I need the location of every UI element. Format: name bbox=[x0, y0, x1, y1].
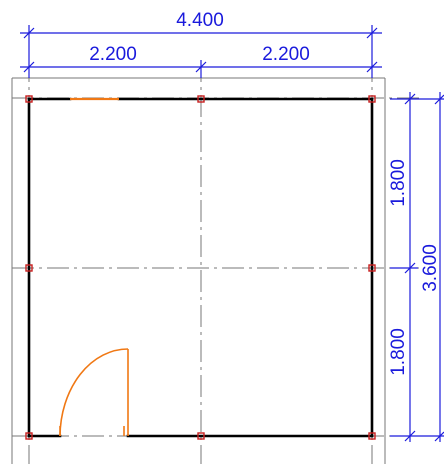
dimension-tick bbox=[366, 61, 378, 73]
dimension-tick bbox=[404, 430, 416, 442]
axis-lines bbox=[12, 60, 420, 464]
dimension-tick bbox=[404, 262, 416, 274]
top-dimensions bbox=[20, 25, 382, 78]
column-marker bbox=[25, 432, 33, 440]
dimension-tick bbox=[434, 431, 444, 442]
dimension-tick bbox=[434, 94, 444, 105]
dimension-right-total: 3.600 bbox=[420, 244, 441, 292]
door-arc bbox=[59, 348, 129, 437]
dimension-top-left: 2.200 bbox=[89, 44, 137, 65]
dimension-tick bbox=[23, 61, 35, 73]
dimension-top-total: 4.400 bbox=[176, 10, 224, 31]
dimension-top-right: 2.200 bbox=[262, 44, 310, 65]
column-marker bbox=[25, 95, 33, 103]
dimension-tick bbox=[23, 27, 35, 39]
walls bbox=[27, 97, 374, 438]
dimension-right-lower: 1.800 bbox=[388, 328, 409, 376]
door-swing bbox=[59, 348, 129, 437]
column-marker bbox=[25, 264, 33, 272]
dimension-tick bbox=[404, 93, 416, 105]
dimension-tick bbox=[195, 61, 207, 73]
column-markers bbox=[25, 95, 376, 440]
column-marker bbox=[368, 95, 376, 103]
column-marker bbox=[368, 432, 376, 440]
right-dimensions bbox=[390, 92, 444, 442]
column-marker bbox=[197, 432, 205, 440]
column-marker bbox=[197, 95, 205, 103]
column-marker bbox=[368, 264, 376, 272]
dimension-tick bbox=[366, 27, 378, 39]
dimension-right-upper: 1.800 bbox=[388, 159, 409, 207]
outer-outline bbox=[11, 77, 386, 464]
